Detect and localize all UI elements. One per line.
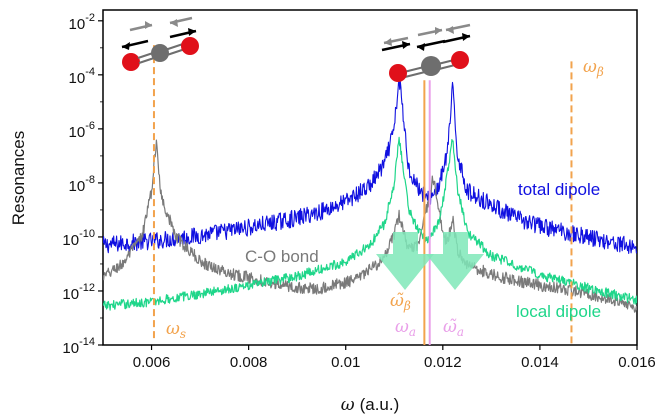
x-tick-label: 0.008 [230,354,268,371]
down-arrow-left [376,232,434,290]
co2-molecule-right [381,23,471,82]
carbon-atom-right [421,56,441,76]
y-tick-label: 10-2 [69,12,95,33]
label-omega-beta: ωβ [583,57,604,79]
series-total-dipole-line [103,79,637,255]
x-tick-label: 0.012 [424,354,462,371]
label-local-dipole: local dipole [516,302,601,321]
plot-frame [102,9,638,346]
vibration-arrows-right [381,23,471,52]
y-tick-label: 10-10 [62,228,95,249]
vibration-arrows-left [121,16,197,50]
carbon-atom-left [151,44,169,62]
label-c-o-bond: C-O bond [245,247,319,266]
y-axis-ticks: 10-2 10-4 10-6 10-8 10-10 10-12 10-14 [62,12,103,357]
x-axis-unit: (a.u.) [360,395,400,414]
x-axis-ticks: 0.006 0.008 0.01 0.012 0.014 0.016 [133,345,656,371]
series-local-dipole-line [103,136,637,311]
y-axis-label: Resonances [9,131,28,226]
x-tick-label: 0.006 [133,354,171,371]
co2-molecule-left [121,16,199,71]
x-tick-label: 0.016 [618,354,656,371]
label-total-dipole: total dipole [518,180,600,199]
label-omega-a: ωa [395,317,416,339]
label-omega-s: ωs [166,319,186,341]
y-tick-label: 10-6 [69,120,95,141]
label-omega-a-tilde: ω̃a [443,317,464,339]
y-tick-label: 10-14 [62,336,95,357]
y-tick-label: 10-12 [62,282,95,303]
y-tick-label: 10-8 [69,174,95,195]
oxygen-atom-right-2 [451,51,469,69]
oxygen-atom-left-1 [122,53,140,71]
oxygen-atom-right-1 [389,64,407,82]
label-omega-beta-tilde: ω̃β [390,291,411,313]
x-tick-label: 0.01 [331,354,360,371]
x-axis-label: ω (a.u.) [341,395,400,415]
down-arrows [376,232,484,290]
x-tick-label: 0.014 [521,354,559,371]
series-c-o-bond-line [103,139,637,313]
reference-lines [152,45,573,345]
y-tick-label: 10-4 [69,66,95,87]
down-arrow-right [426,232,484,290]
x-axis-symbol: ω [341,395,355,415]
oxygen-atom-left-2 [181,37,199,55]
